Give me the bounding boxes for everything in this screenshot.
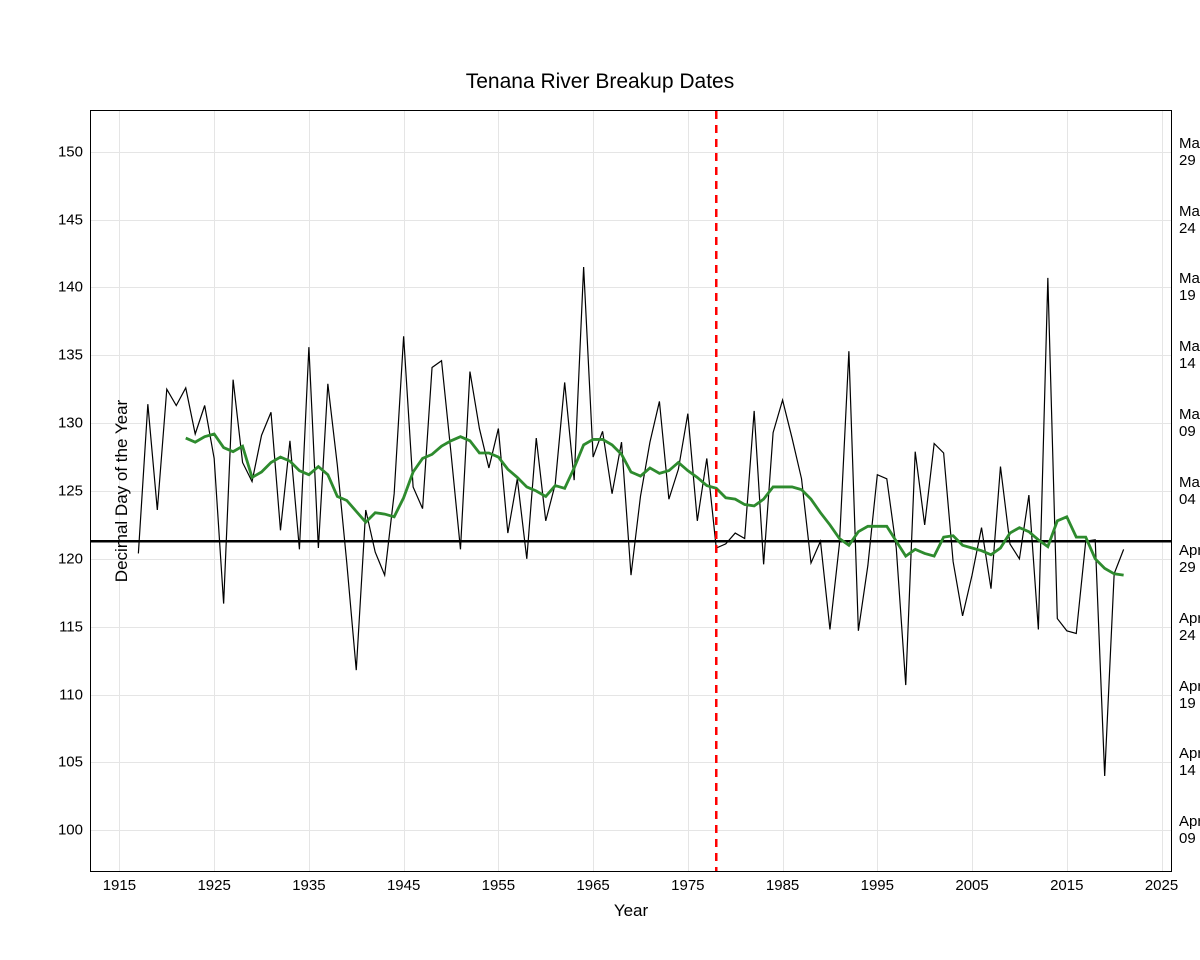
- x-axis-label: Year: [614, 901, 648, 921]
- y2-tick-label: May-14: [1179, 338, 1200, 372]
- chart-title: Tenana River Breakup Dates: [0, 70, 1200, 94]
- x-tick-label: 2025: [1145, 877, 1178, 894]
- x-tick-label: 1925: [197, 877, 230, 894]
- y2-tick-label: May-29: [1179, 135, 1200, 169]
- y2-tick-label: May-24: [1179, 203, 1200, 237]
- plot-area: Year Decimal Day of the Year 19151925193…: [90, 110, 1172, 872]
- y-tick-label: 110: [59, 686, 83, 703]
- y2-tick-label: May-04: [1179, 474, 1200, 508]
- y2-tick-label: Apr-24: [1179, 610, 1200, 644]
- y-tick-label: 145: [58, 211, 83, 228]
- x-tick-label: 1955: [482, 877, 515, 894]
- y2-tick-label: May-19: [1179, 270, 1200, 304]
- y2-tick-label: Apr-14: [1179, 745, 1200, 779]
- x-tick-label: 1995: [861, 877, 894, 894]
- smooth-series-line: [186, 434, 1124, 575]
- y2-tick-label: Apr-09: [1179, 813, 1200, 847]
- y-tick-label: 100: [58, 822, 83, 839]
- y-axis-label: Decimal Day of the Year: [112, 400, 132, 582]
- y2-tick-label: Apr-29: [1179, 542, 1200, 576]
- x-tick-label: 1945: [387, 877, 420, 894]
- chart-container: Tenana River Breakup Dates Year Decimal …: [0, 0, 1200, 960]
- y-tick-label: 150: [58, 143, 83, 160]
- x-tick-label: 1935: [292, 877, 325, 894]
- y-tick-label: 135: [58, 347, 83, 364]
- x-tick-label: 2015: [1050, 877, 1083, 894]
- x-tick-label: 2005: [955, 877, 988, 894]
- y-tick-label: 125: [58, 483, 83, 500]
- x-tick-label: 1915: [103, 877, 136, 894]
- y2-tick-label: May-09: [1179, 406, 1200, 440]
- raw-series-line: [138, 267, 1123, 776]
- y-tick-label: 140: [58, 279, 83, 296]
- x-tick-label: 1975: [671, 877, 704, 894]
- y-tick-label: 120: [58, 550, 83, 567]
- y-tick-label: 115: [59, 618, 83, 635]
- x-tick-label: 1965: [576, 877, 609, 894]
- y2-tick-label: Apr-19: [1179, 678, 1200, 712]
- chart-svg: [91, 111, 1171, 871]
- y-tick-label: 105: [58, 754, 83, 771]
- x-tick-label: 1985: [766, 877, 799, 894]
- y-tick-label: 130: [58, 415, 83, 432]
